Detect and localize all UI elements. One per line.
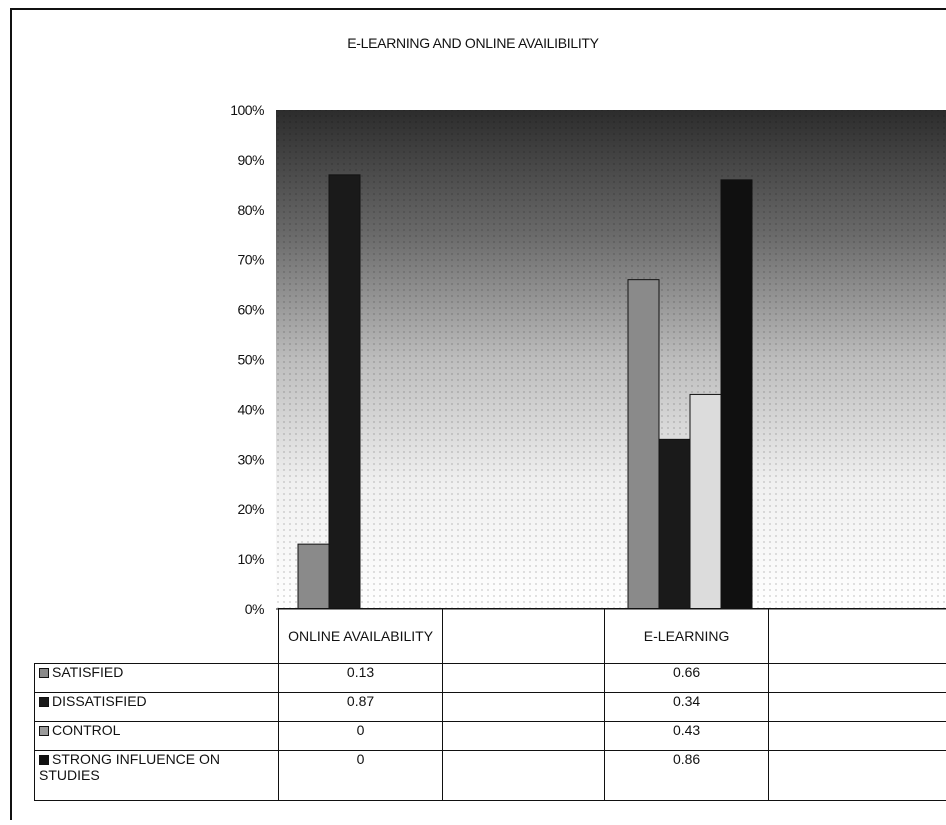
y-tick-label: 30% bbox=[237, 451, 264, 467]
y-tick-label: 90% bbox=[237, 152, 264, 168]
y-tick-label: 20% bbox=[237, 501, 264, 517]
table-cell bbox=[442, 750, 605, 801]
chart-frame bbox=[10, 8, 946, 820]
y-tick-label: 80% bbox=[237, 202, 264, 218]
legend-label: SATISFIED bbox=[34, 663, 279, 693]
y-tick-label: 40% bbox=[237, 401, 264, 417]
table-row: SATISFIED 0.13 0.66 bbox=[34, 663, 946, 693]
bar-satisfied bbox=[297, 543, 330, 610]
table-row: DISSATISFIED 0.87 0.34 bbox=[34, 692, 946, 722]
bar-strong-influence-on-studies bbox=[720, 179, 753, 610]
legend-label: CONTROL bbox=[34, 721, 279, 751]
table-cell bbox=[768, 692, 946, 722]
legend-swatch bbox=[39, 755, 49, 766]
chart-plot: 0%10%20%30%40%50%60%70%80%90%100% bbox=[230, 102, 946, 617]
table-cell bbox=[442, 721, 605, 751]
table-cell: 0.87 bbox=[277, 692, 444, 722]
table-cell: 0.34 bbox=[603, 692, 770, 722]
table-cell bbox=[442, 663, 605, 693]
plot-texture bbox=[276, 110, 946, 609]
table-row: CONTROL 0 0.43 bbox=[34, 721, 946, 751]
table-cell bbox=[768, 721, 946, 751]
table-cell: 0.86 bbox=[603, 750, 770, 801]
legend-label: STRONG INFLUENCE ON STUDIES bbox=[34, 750, 279, 801]
bar-control bbox=[689, 393, 722, 610]
y-tick-label: 70% bbox=[237, 252, 264, 268]
table-cell: 0.66 bbox=[603, 663, 770, 693]
table-cell: 0 bbox=[277, 750, 444, 801]
table-cell bbox=[442, 692, 605, 722]
legend-label: DISSATISFIED bbox=[34, 692, 279, 722]
category-header bbox=[442, 608, 605, 664]
bar-dissatisfied bbox=[328, 174, 361, 610]
legend-swatch bbox=[39, 726, 49, 737]
table-cell bbox=[768, 750, 946, 801]
bar-satisfied bbox=[627, 279, 660, 610]
data-table: ONLINE AVAILABILITY E-LEARNING SATISFIED… bbox=[34, 608, 946, 801]
table-cell: 0.43 bbox=[603, 721, 770, 751]
y-tick-label: 50% bbox=[237, 352, 264, 368]
table-cell bbox=[768, 663, 946, 693]
category-header bbox=[768, 608, 946, 664]
legend-swatch bbox=[39, 697, 49, 708]
chart-title: E-LEARNING AND ONLINE AVAILIBILITY bbox=[347, 35, 599, 51]
bar-dissatisfied bbox=[658, 438, 691, 610]
table-cell: 0.13 bbox=[277, 663, 444, 693]
y-tick-label: 60% bbox=[237, 302, 264, 318]
y-tick-label: 100% bbox=[230, 102, 264, 118]
category-header: E-LEARNING bbox=[603, 608, 770, 664]
table-corner bbox=[34, 608, 279, 664]
legend-swatch bbox=[39, 668, 49, 679]
table-row: STRONG INFLUENCE ON STUDIES 0 0.86 bbox=[34, 750, 946, 801]
category-header: ONLINE AVAILABILITY bbox=[277, 608, 444, 664]
y-tick-label: 10% bbox=[237, 551, 264, 567]
table-cell: 0 bbox=[277, 721, 444, 751]
